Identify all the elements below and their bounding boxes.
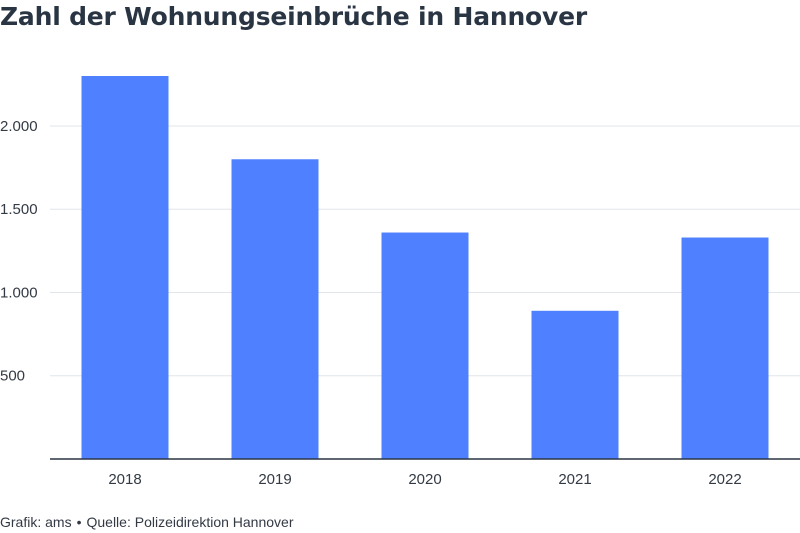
x-axis-ticks: 2018 2019 2020 2021 2022	[108, 471, 741, 488]
x-tick-label: 2021	[558, 471, 591, 488]
y-tick-label: 2.000	[0, 118, 38, 135]
y-tick-label: 500	[0, 368, 25, 385]
x-tick-label: 2020	[408, 471, 441, 488]
x-tick-label: 2019	[258, 471, 291, 488]
bar-2019	[231, 159, 319, 459]
y-tick-label: 1.500	[0, 201, 38, 218]
x-tick-label: 2018	[108, 471, 141, 488]
chart-title: Zahl der Wohnungseinbrüche in Hannover	[0, 2, 588, 31]
credit-text: Grafik: ams	[0, 514, 72, 530]
footer-separator: •	[76, 514, 82, 530]
source-text: Quelle: Polizeidirektion Hannover	[86, 514, 294, 530]
chart-footer: Grafik: ams • Quelle: Polizeidirektion Han…	[0, 514, 293, 530]
bar-2018	[81, 76, 169, 459]
y-tick-label: 1.000	[0, 284, 38, 301]
bar-2020	[381, 232, 469, 459]
y-axis-ticks: 500 1.000 1.500 2.000	[0, 118, 38, 385]
bars	[81, 76, 769, 459]
x-tick-label: 2022	[708, 471, 741, 488]
bar-2022	[681, 237, 769, 459]
bar-2021	[531, 310, 619, 459]
